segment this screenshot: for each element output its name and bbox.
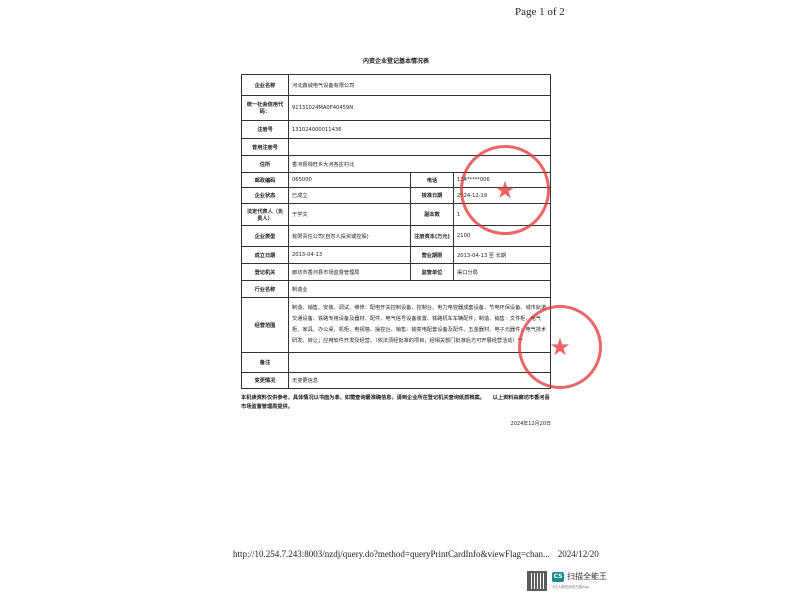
star-icon: ★: [549, 333, 571, 361]
value: 2013-04-13 至 长期: [453, 246, 551, 264]
footer-note: 本机读资料仅供参考，具体情况以书面为准，如需查询最准确信息，请到企业所在登记机关…: [241, 395, 550, 410]
value: [288, 352, 551, 373]
official-seal: ★: [518, 305, 602, 389]
table-row: 统一社会信用代码： 91131024MA0F40459N: [241, 95, 551, 121]
value: 2013-04-13: [288, 246, 411, 264]
footer-date: 2024年12月20日: [510, 421, 551, 427]
scanner-tagline: 3亿人都在用的扫描App: [552, 585, 590, 589]
label: 营业期限: [410, 246, 454, 264]
print-url-line: http://10.254.7.243:8003/nzdj/query.do?m…: [233, 549, 599, 559]
value: 制造业: [288, 280, 551, 298]
table-row: 企业类型 有限责任公司(自然人投资或控股) 注册资本(万元) 2100: [241, 225, 551, 247]
label: 邮政编码: [241, 172, 289, 188]
table-row: 行业名称 制造业: [241, 280, 551, 298]
label: 电话: [410, 172, 454, 188]
label: 核准日期: [410, 187, 454, 204]
table-row: 企业名称 河北鑫诚电气设备有限公司: [241, 74, 551, 96]
label: 登记机关: [241, 263, 289, 281]
label: 曾用注册号: [241, 138, 289, 156]
label: 备注: [241, 352, 289, 373]
official-seal: ★: [460, 145, 550, 235]
print-url: http://10.254.7.243:8003/nzdj/query.do?m…: [233, 549, 550, 559]
label: 监管单位: [410, 263, 454, 281]
table-row: 成立日期 2013-04-13 营业期限 2013-04-13 至 长期: [241, 246, 551, 264]
label: 住所: [241, 155, 289, 173]
page-number: Page 1 of 2: [515, 6, 565, 18]
camscanner-logo: CS: [552, 572, 564, 582]
label: 经营范围: [241, 297, 289, 353]
print-date: 2024/12/20: [557, 549, 599, 559]
scanner-brand: 扫描全能王: [567, 572, 607, 581]
label: 企业类型: [241, 225, 289, 247]
table-row: 经营范围 制造、销售、安装、调试、维修：配电开关控制设备、控制台、电力电容器成套设…: [241, 297, 551, 353]
label: 变更情况: [241, 372, 289, 389]
star-icon: ★: [494, 176, 516, 204]
label: 法定代表人（负责人）: [241, 203, 289, 226]
value: 廊坊市香河县市场监督管理局: [288, 263, 411, 281]
label: 成立日期: [241, 246, 289, 264]
document-title: 内资企业登记基本情况表: [362, 58, 429, 65]
table-row: 变更情况 无变更信息: [241, 372, 551, 389]
table-row: 备注: [241, 352, 551, 373]
value: 河北鑫诚电气设备有限公司: [288, 74, 551, 96]
qr-code-icon: [527, 571, 547, 591]
table-row: 登记机关 廊坊市香河县市场监督管理局 监管单位 渠口分局: [241, 263, 551, 281]
label: 副本数: [410, 203, 454, 226]
value: 渠口分局: [453, 263, 551, 281]
value: 无变更信息: [288, 372, 551, 389]
label: 注册号: [241, 120, 289, 139]
value: 有限责任公司(自然人投资或控股): [288, 225, 411, 247]
label: 企业名称: [241, 74, 289, 96]
value: 制造、销售、安装、调试、维修：配电开关控制设备、控制台、电力电容器成套设备、节电…: [288, 297, 551, 353]
table-row: 注册号 131024000011436: [241, 120, 551, 139]
value: 065000: [288, 172, 411, 188]
label: 统一社会信用代码：: [241, 95, 289, 121]
label: 行业名称: [241, 280, 289, 298]
value: 已成立: [288, 187, 411, 204]
value: 131024000011436: [288, 120, 551, 139]
value: 91131024MA0F40459N: [288, 95, 551, 121]
value: 于学文: [288, 203, 411, 226]
label: 注册资本(万元): [410, 225, 454, 247]
label: 企业状态: [241, 187, 289, 204]
